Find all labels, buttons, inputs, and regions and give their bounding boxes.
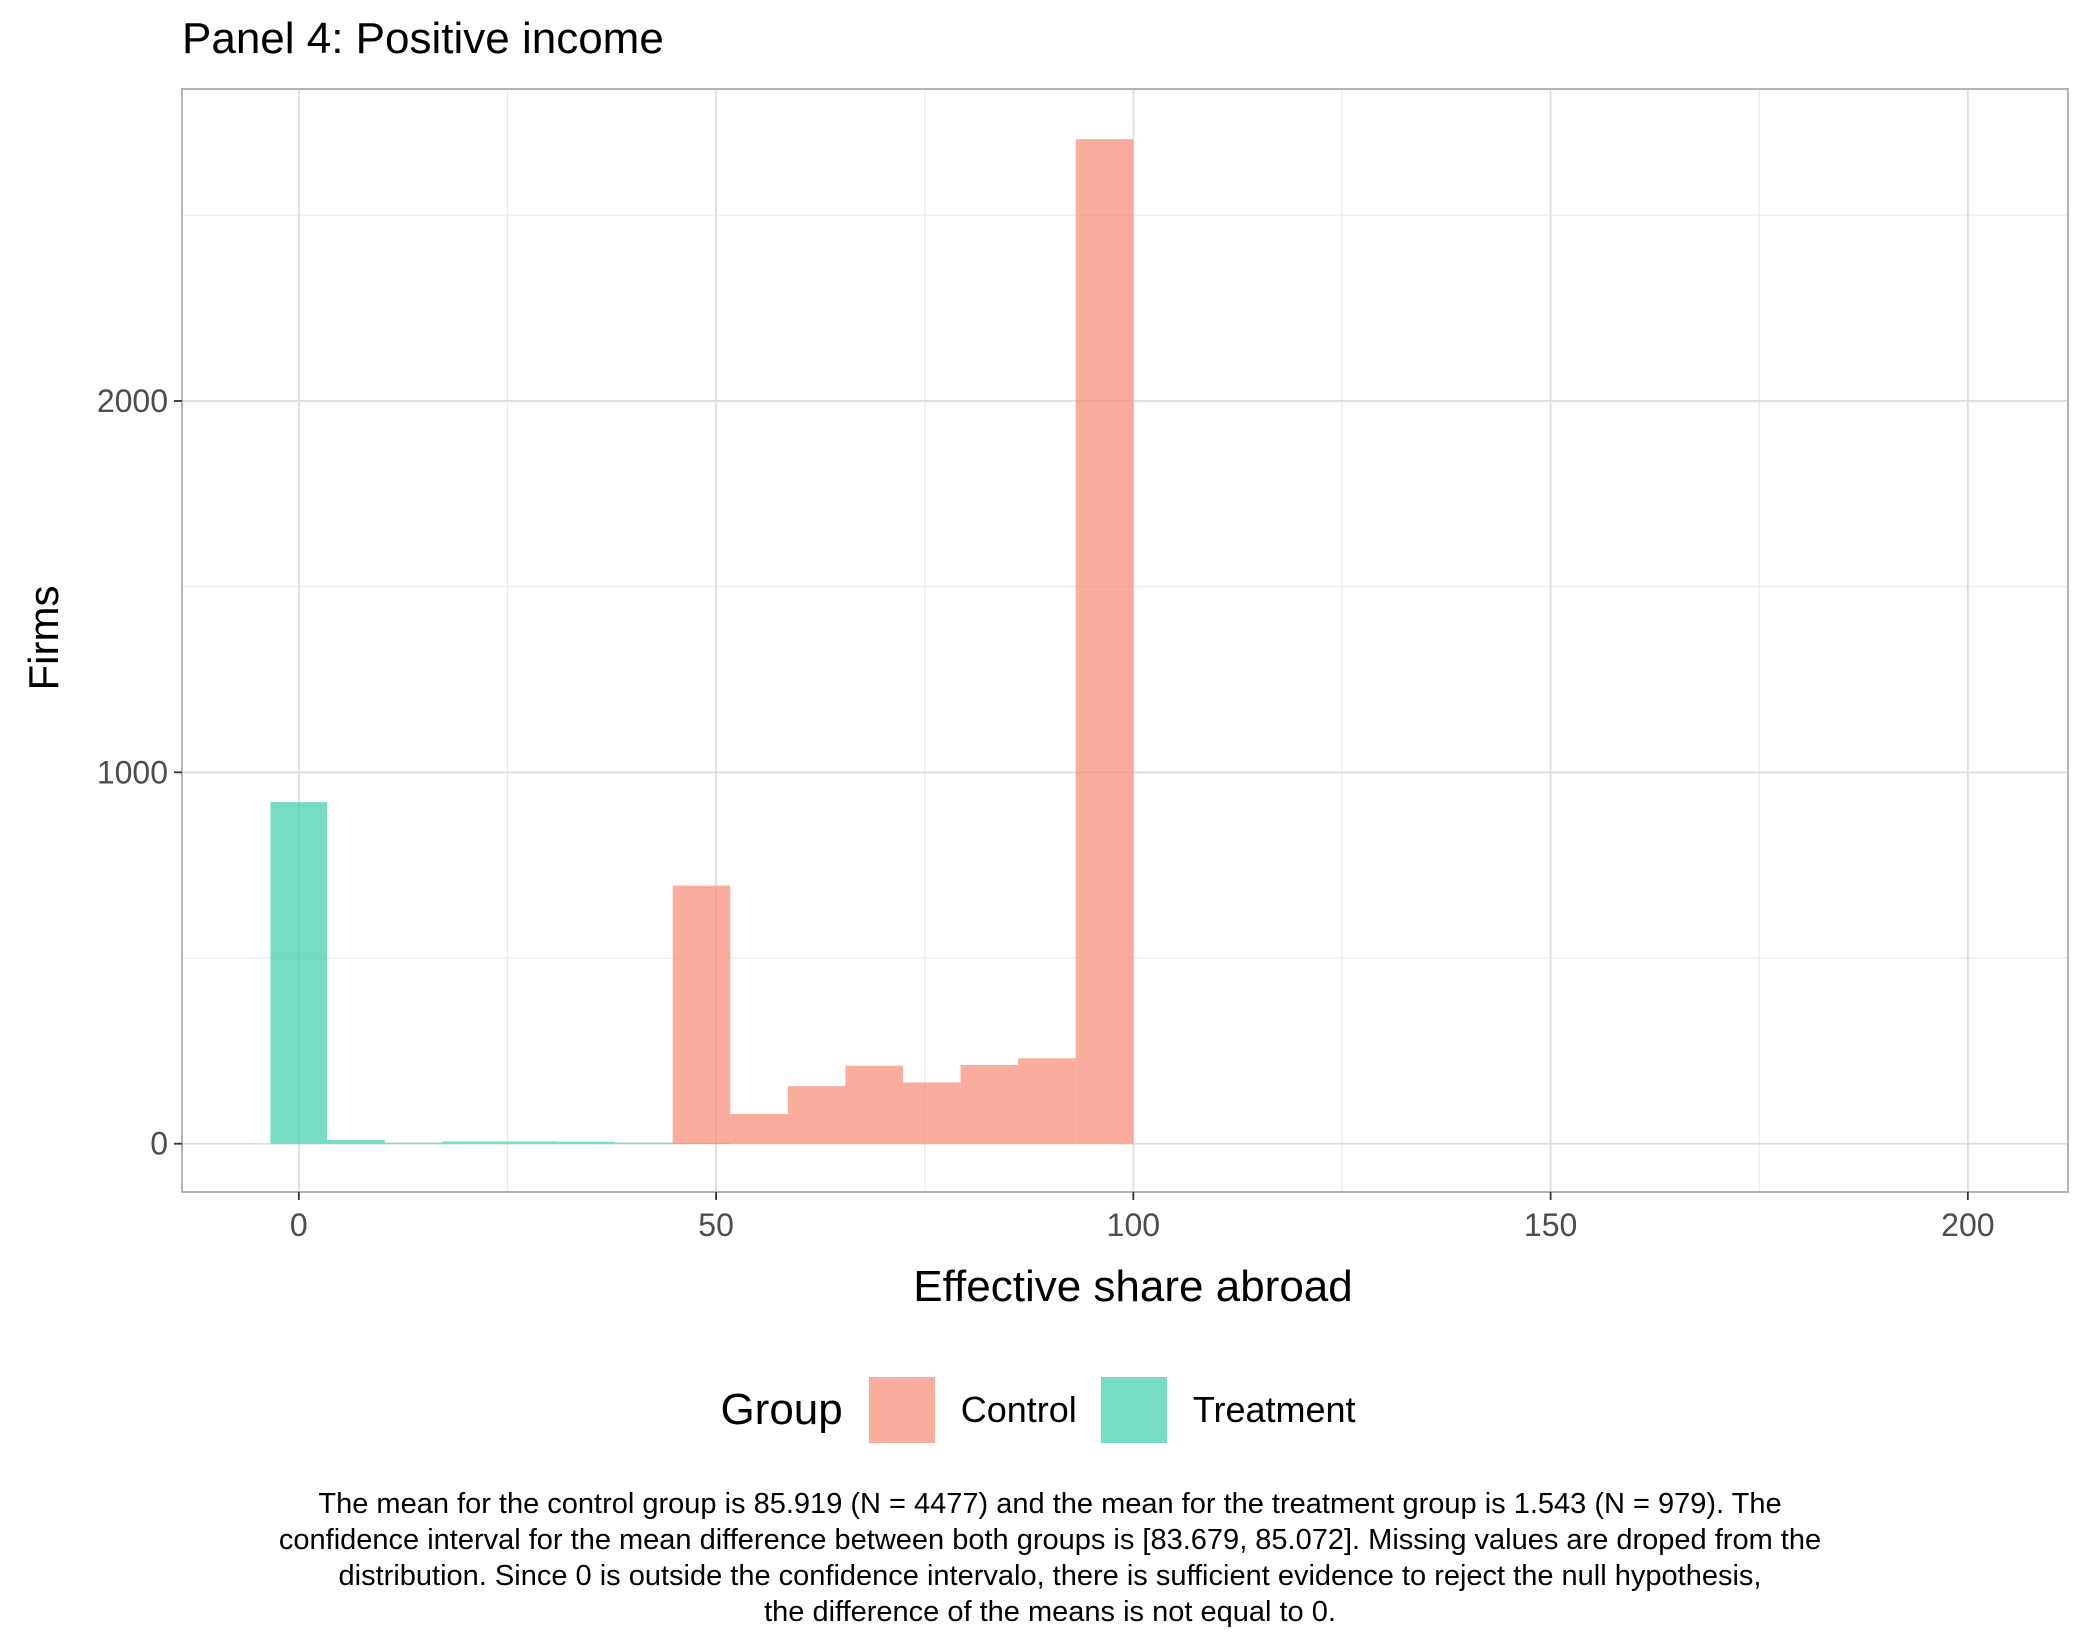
y-tick-label: 0	[150, 1126, 168, 1162]
legend-item-control: Control	[868, 1377, 1077, 1443]
caption-line: distribution. Since 0 is outside the con…	[338, 1560, 1762, 1592]
chart-title: Panel 4: Positive income	[182, 14, 664, 63]
bar-treatment	[615, 1142, 673, 1144]
bar-control	[1018, 1058, 1076, 1144]
bar-treatment	[672, 1142, 731, 1144]
x-tick-label: 150	[1524, 1207, 1577, 1243]
plot-panel-border	[181, 88, 2069, 1193]
y-axis-label: Firms	[20, 585, 67, 691]
bar-control	[1075, 139, 1134, 1144]
x-tick-label: 0	[290, 1207, 308, 1243]
bar-control	[787, 1086, 846, 1144]
legend-key-control	[868, 1377, 935, 1443]
legend-title: Group	[720, 1385, 843, 1434]
x-tick-label: 50	[698, 1207, 734, 1243]
histogram-bars	[270, 139, 1134, 1144]
caption-line: confidence interval for the mean differe…	[278, 1524, 1822, 1556]
bar-control	[903, 1082, 961, 1144]
x-tick-label: 100	[1107, 1207, 1160, 1243]
caption-line: The mean for the control group is 85.919…	[318, 1488, 1782, 1520]
legend: Group Control Treatment	[0, 1377, 2100, 1443]
bar-treatment	[270, 802, 328, 1144]
bar-treatment	[384, 1142, 443, 1144]
caption-line: the difference of the means is not equal…	[764, 1596, 1336, 1628]
legend-label-control: Control	[960, 1389, 1077, 1430]
bar-control	[845, 1065, 904, 1144]
bar-treatment	[442, 1141, 500, 1144]
bar-treatment	[557, 1141, 616, 1144]
x-axis-label: Effective share abroad	[913, 1262, 1353, 1311]
bar-control	[730, 1114, 788, 1144]
bar-control	[672, 885, 731, 1144]
bar-treatment	[327, 1140, 385, 1144]
bar-control	[960, 1064, 1019, 1144]
x-tick-label: 200	[1941, 1207, 1994, 1243]
legend-item-treatment: Treatment	[1100, 1377, 1356, 1443]
y-tick-label: 1000	[97, 754, 168, 790]
legend-key-treatment	[1100, 1377, 1167, 1443]
legend-label-treatment: Treatment	[1192, 1389, 1356, 1430]
bar-treatment	[499, 1141, 558, 1144]
chart-caption: The mean for the control group is 85.919…	[0, 1486, 2100, 1630]
y-tick-label: 2000	[97, 383, 168, 419]
